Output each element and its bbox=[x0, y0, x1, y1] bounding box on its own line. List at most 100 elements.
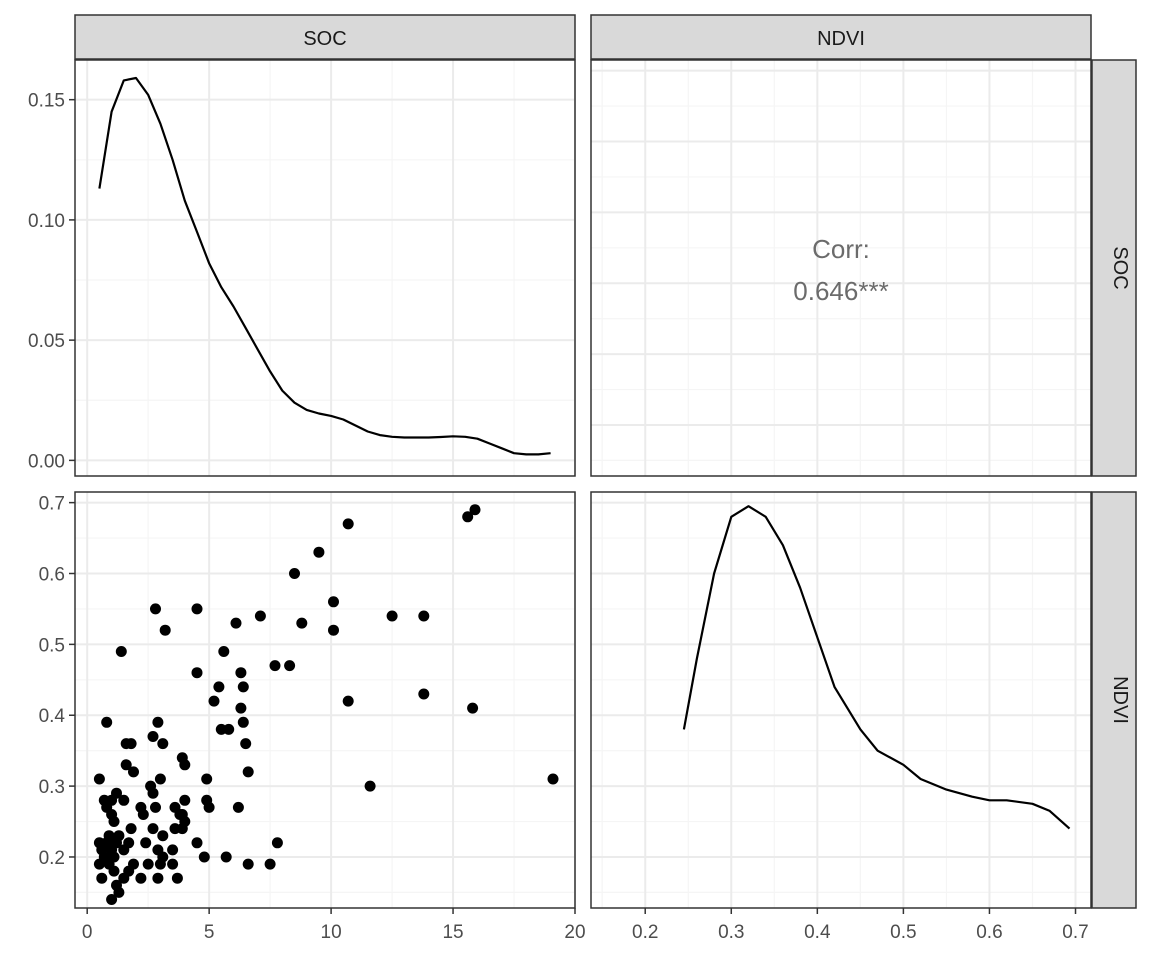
scatter-point bbox=[171, 872, 183, 884]
x-tick-label-soc: 5 bbox=[204, 922, 215, 943]
scatter-point bbox=[147, 787, 159, 799]
y-tick-label-ndvi: 0.4 bbox=[39, 706, 66, 727]
strip-right-ndvi-label: NDVI bbox=[1109, 676, 1131, 724]
panels-layer: 0.00 0.05 0.10 0.15 0.2 0.3 0.4 0.5 0.6 0.7 0 5 10 15… bbox=[28, 59, 1092, 943]
scatter-point bbox=[103, 830, 115, 842]
scatter-point bbox=[254, 610, 266, 622]
y-tick-label-ndvi: 0.7 bbox=[39, 494, 65, 515]
scatter-point bbox=[150, 801, 161, 813]
scatter-point bbox=[328, 624, 339, 636]
scatter-point bbox=[167, 844, 179, 856]
y-tick-label-density: 0.10 bbox=[28, 211, 65, 232]
scatter-point bbox=[242, 766, 254, 778]
scatter-point bbox=[469, 504, 481, 516]
scatter-point bbox=[115, 646, 127, 657]
x-tick-label-soc: 20 bbox=[564, 922, 585, 943]
scatter-point bbox=[142, 858, 154, 870]
scatter-point bbox=[201, 773, 213, 785]
y-tick-label-density: 0.15 bbox=[28, 91, 65, 112]
scatter-point bbox=[128, 766, 139, 778]
scatter-point bbox=[237, 716, 249, 728]
y-tick-label-density: 0.05 bbox=[28, 331, 65, 352]
scatter-point bbox=[179, 816, 191, 827]
scatter-point bbox=[235, 667, 247, 679]
scatter-point bbox=[242, 858, 254, 870]
density-line-soc bbox=[98, 76, 551, 456]
corr-label: Corr: bbox=[812, 234, 870, 264]
scatter-point bbox=[147, 823, 159, 835]
scatter-point bbox=[418, 610, 430, 622]
y-tick-label-ndvi: 0.6 bbox=[39, 564, 65, 585]
strip-top-ndvi bbox=[590, 14, 1092, 60]
scatter-point bbox=[208, 695, 220, 707]
x-tick-label-ndvi: 0.5 bbox=[890, 922, 916, 943]
scatter-point bbox=[157, 851, 169, 863]
scatter-point bbox=[328, 596, 339, 608]
scatter-point bbox=[111, 787, 122, 799]
y-tick-label-density: 0.00 bbox=[28, 451, 65, 472]
scatter-point bbox=[113, 886, 125, 898]
panel-background-soc-density bbox=[75, 60, 575, 476]
scatter-point bbox=[264, 858, 276, 870]
scatter-point bbox=[296, 617, 308, 629]
scatter-point bbox=[150, 603, 161, 615]
scatter-point bbox=[167, 858, 179, 870]
scatter-point bbox=[179, 794, 191, 806]
x-tick-label-ndvi: 0.7 bbox=[1062, 922, 1088, 943]
scatter-point bbox=[191, 603, 203, 615]
scatter-point bbox=[147, 731, 159, 742]
scatter-point bbox=[93, 773, 105, 785]
scatter-point bbox=[106, 894, 118, 905]
y-tick-label-ndvi: 0.3 bbox=[39, 777, 65, 798]
scatter-point bbox=[191, 667, 203, 679]
scatter-point bbox=[137, 809, 149, 820]
scatter-point bbox=[152, 872, 164, 884]
y-tick-label-ndvi: 0.2 bbox=[39, 848, 65, 869]
scatter-point bbox=[220, 851, 232, 863]
scatter-point bbox=[179, 759, 191, 771]
scatter-point bbox=[108, 865, 120, 877]
density-line-ndvi bbox=[682, 505, 1071, 830]
scatter-point bbox=[342, 518, 354, 530]
x-tick-label-soc: 0 bbox=[82, 922, 93, 943]
scatter-point bbox=[284, 660, 296, 672]
scatter-point bbox=[467, 702, 479, 714]
scatter-point bbox=[235, 702, 247, 714]
scatter-point bbox=[313, 546, 325, 558]
scatter-point bbox=[342, 695, 354, 707]
strip-right-ndvi bbox=[1091, 491, 1137, 909]
scatter-point bbox=[240, 738, 252, 750]
scatter-point bbox=[113, 830, 125, 842]
scatter-point bbox=[123, 837, 135, 849]
scatter-point bbox=[135, 872, 147, 884]
scatter-point bbox=[152, 716, 164, 728]
scatter-point bbox=[547, 773, 559, 785]
panel-border-soc-density bbox=[74, 59, 576, 477]
strip-top-soc-label: SOC bbox=[303, 28, 346, 50]
correlation-panel-text: Corr: 0.646*** bbox=[793, 234, 888, 306]
x-tick-label-ndvi: 0.6 bbox=[976, 922, 1002, 943]
scatter-point bbox=[198, 851, 210, 863]
strip-right-soc-label: SOC bbox=[1109, 246, 1131, 289]
x-tick-label-ndvi: 0.4 bbox=[804, 922, 831, 943]
scatter-point bbox=[386, 610, 398, 622]
panel-background-corr bbox=[591, 60, 1091, 476]
x-tick-label-ndvi: 0.3 bbox=[718, 922, 744, 943]
scatter-point bbox=[462, 511, 474, 523]
scatter-point bbox=[125, 823, 137, 835]
scatter-point bbox=[154, 773, 166, 785]
y-tick-label-ndvi: 0.5 bbox=[39, 635, 65, 656]
panel-border-scatter bbox=[74, 491, 576, 909]
scatter-point bbox=[108, 816, 120, 827]
scatter-point bbox=[125, 738, 137, 750]
scatter-point bbox=[108, 851, 120, 863]
x-tick-label-ndvi: 0.2 bbox=[632, 922, 658, 943]
scatter-point bbox=[418, 688, 430, 700]
scatter-point bbox=[96, 872, 108, 884]
scatter-point bbox=[223, 723, 235, 735]
scatter-point bbox=[237, 681, 249, 693]
strips-layer: SOC NDVI SOC NDVI bbox=[74, 14, 1137, 909]
scatter-point bbox=[271, 837, 283, 849]
scatter-point bbox=[140, 837, 152, 849]
scatter-point bbox=[101, 716, 113, 728]
